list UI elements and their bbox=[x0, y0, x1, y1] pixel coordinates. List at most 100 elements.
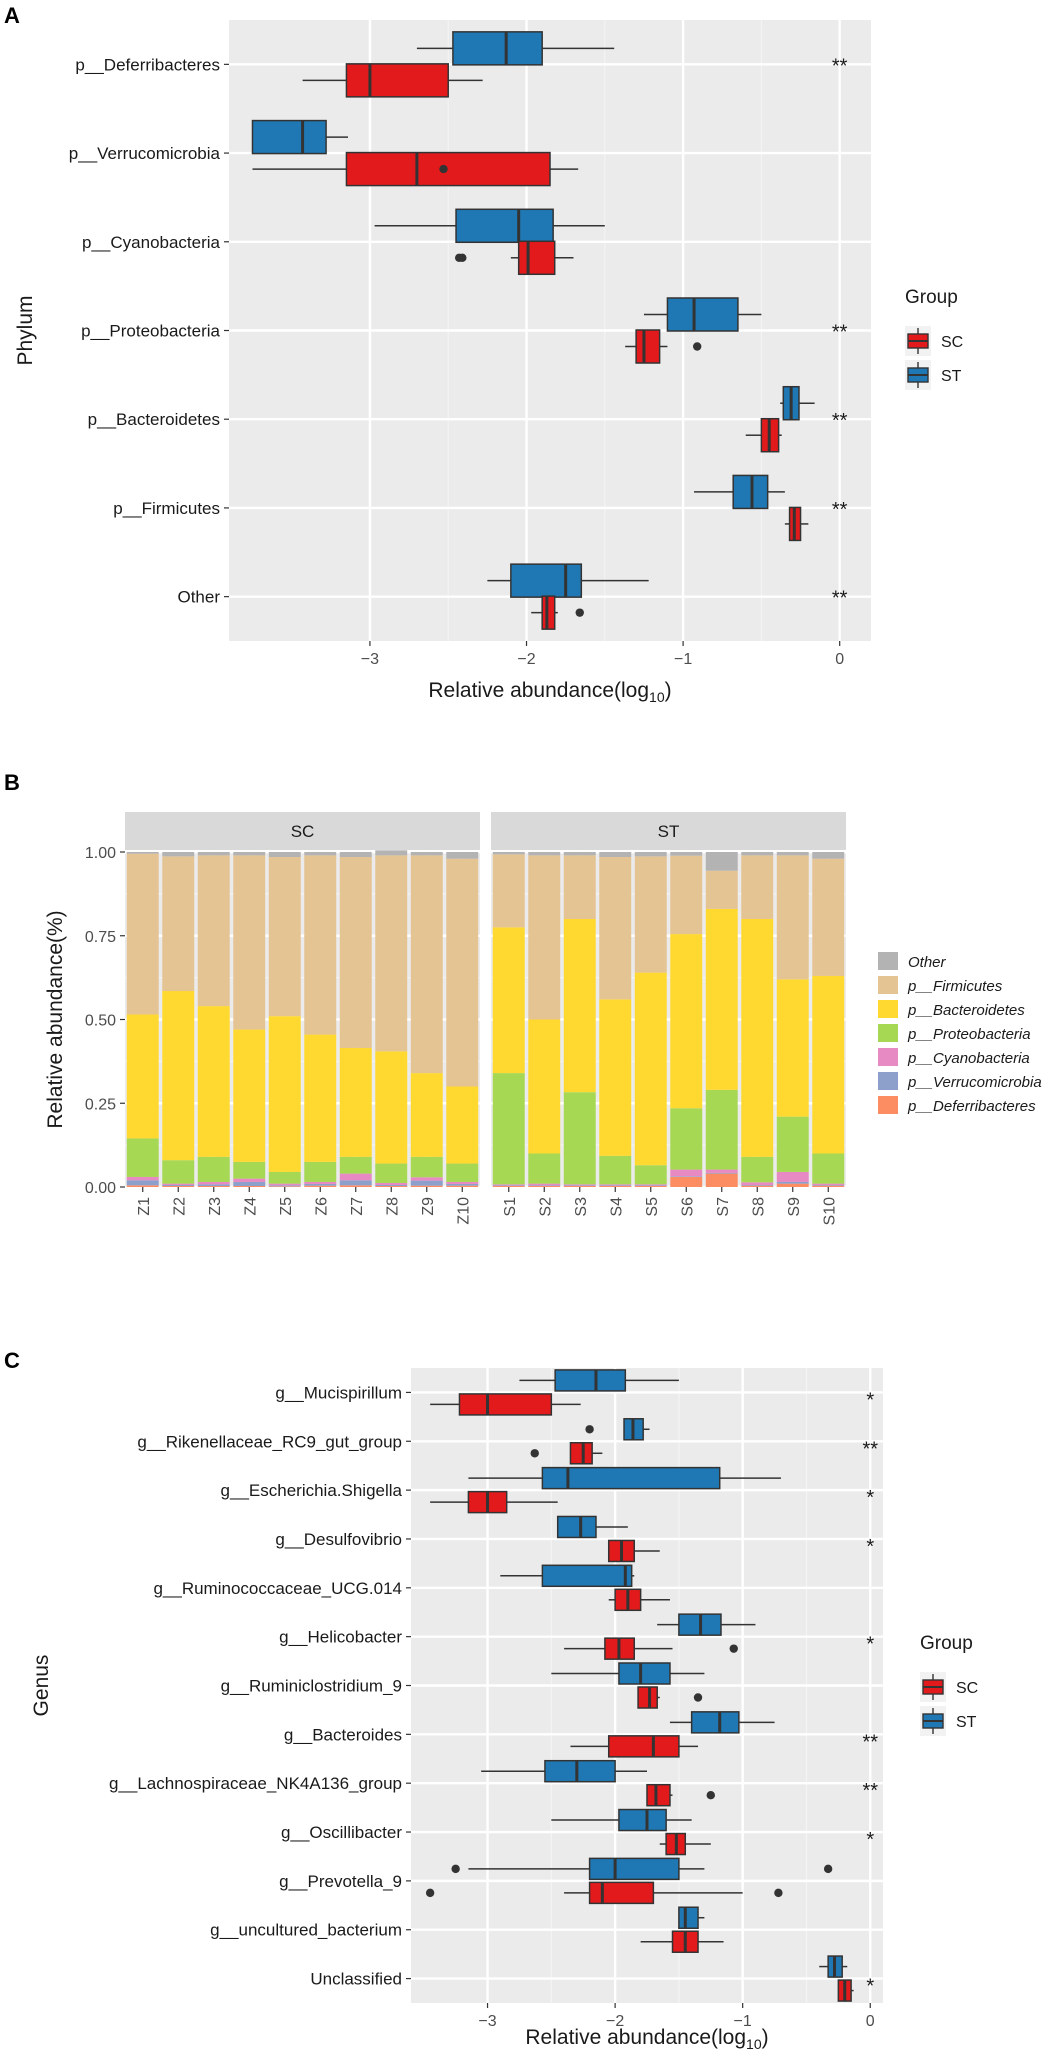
box-ST bbox=[551, 1662, 705, 1685]
category-label: g__Rikenellaceae_RC9_gut_group bbox=[137, 1432, 402, 1451]
bar-segment-p__Verrucomicrobia bbox=[304, 1183, 337, 1186]
bar-segment-p__Proteobacteria bbox=[375, 1163, 408, 1183]
category-label: p__Firmicutes bbox=[113, 499, 220, 518]
box-iqr bbox=[637, 1686, 658, 1709]
outlier-point bbox=[693, 1693, 703, 1702]
bar-segment-p__Firmicutes bbox=[670, 855, 703, 935]
bar-segment-p__Verrucomicrobia bbox=[162, 1184, 195, 1186]
category-label: Unclassified bbox=[310, 1970, 402, 1989]
legend-item-p__Verrucomicrobia: p__Verrucomicrobia bbox=[878, 1072, 1042, 1091]
box-ST bbox=[780, 385, 815, 421]
legend-label: p__Bacteroidetes bbox=[907, 1002, 1025, 1019]
bar-segment-p__Cyanobacteria bbox=[776, 1171, 809, 1182]
bar-segment-p__Bacteroidetes bbox=[492, 927, 525, 1074]
y-tick-label: 0.50 bbox=[85, 1013, 116, 1030]
significance-label: ** bbox=[862, 1780, 878, 1802]
bar-segment-Other bbox=[776, 852, 809, 856]
y-axis-title: Genus bbox=[30, 1655, 53, 1717]
bar-Z7 bbox=[339, 852, 372, 1187]
x-tick-label: Z9 bbox=[420, 1197, 437, 1216]
panel-B: B SC Z1 Z2 Z3 Z4 Z5 Z6 Z7 Z8 Z9 Z10 ST S1 S2 S3 S4 S5 S6 S7… bbox=[4, 770, 1042, 1225]
outlier-point bbox=[451, 1864, 460, 1874]
category-label: p__Proteobacteria bbox=[81, 322, 220, 341]
x-tick-label: −1 bbox=[674, 651, 692, 668]
box-iqr bbox=[541, 595, 556, 630]
category-g__Desulfovibrio: g__Desulfovibrio * bbox=[275, 1515, 874, 1563]
box-iqr bbox=[635, 329, 661, 364]
legend-swatch bbox=[878, 952, 898, 970]
bar-segment-p__Firmicutes bbox=[375, 855, 408, 1052]
bar-segment-p__Verrucomicrobia bbox=[233, 1181, 266, 1186]
box-ST bbox=[500, 1564, 635, 1588]
legend-item-p__Proteobacteria: p__Proteobacteria bbox=[878, 1024, 1031, 1043]
bar-segment-p__Proteobacteria bbox=[446, 1163, 479, 1182]
y-axis-title: Relative abundance(%) bbox=[44, 910, 67, 1128]
bar-segment-p__Cyanobacteria bbox=[197, 1181, 230, 1185]
bar-segment-p__Bacteroidetes bbox=[126, 1014, 159, 1139]
category-g__Helicobacter: g__Helicobacter * bbox=[279, 1613, 874, 1660]
bar-segment-p__Cyanobacteria bbox=[339, 1173, 372, 1181]
bar-segment-p__Verrucomicrobia bbox=[705, 1172, 738, 1174]
significance-label: ** bbox=[832, 55, 848, 77]
box-ST bbox=[585, 1418, 650, 1441]
legend: Other p__Firmicutes p__Bacteroidetes p__Pro… bbox=[878, 952, 1042, 1115]
legend: Group SC ST bbox=[905, 287, 963, 390]
legend-label: p__Verrucomicrobia bbox=[907, 1074, 1042, 1091]
legend-item-ST: ST bbox=[920, 1706, 977, 1736]
category-g__Escherichia.Shigella: g__Escherichia.Shigella * bbox=[221, 1466, 874, 1514]
bar-segment-Other bbox=[492, 852, 525, 855]
box-ST bbox=[468, 1466, 781, 1490]
bar-segment-p__Bacteroidetes bbox=[233, 1029, 266, 1162]
bar-segment-p__Cyanobacteria bbox=[233, 1178, 266, 1182]
category-g__Prevotella_9: g__Prevotella_9 bbox=[279, 1857, 833, 1905]
outlier-point bbox=[692, 342, 702, 351]
x-tick-label: S8 bbox=[750, 1197, 767, 1217]
bar-segment-Other bbox=[197, 852, 230, 856]
bar-segment-p__Deferribacteres bbox=[528, 1185, 561, 1187]
box-ST bbox=[374, 208, 605, 244]
bar-Z2 bbox=[162, 852, 195, 1187]
bar-segment-p__Proteobacteria bbox=[634, 1165, 667, 1185]
bar-segment-p__Bacteroidetes bbox=[197, 1006, 230, 1157]
legend-item-p__Bacteroidetes: p__Bacteroidetes bbox=[878, 1000, 1025, 1019]
bar-segment-p__Bacteroidetes bbox=[446, 1086, 479, 1164]
legend-label: p__Proteobacteria bbox=[907, 1026, 1031, 1043]
box-ST bbox=[519, 1369, 679, 1392]
category-Other: Other ** bbox=[177, 563, 848, 630]
box-ST bbox=[251, 119, 349, 155]
box-iqr bbox=[556, 1515, 597, 1539]
legend-swatch bbox=[878, 976, 898, 994]
y-tick-label: 0.75 bbox=[85, 929, 116, 946]
x-tick-label: S10 bbox=[821, 1197, 838, 1226]
category-label: g__Desulfovibrio bbox=[275, 1530, 402, 1549]
box-iqr bbox=[544, 1759, 616, 1783]
bar-segment-p__Cyanobacteria bbox=[812, 1183, 845, 1185]
x-tick-label: Z10 bbox=[455, 1197, 472, 1225]
bar-S6 bbox=[670, 852, 703, 1187]
category-p__Verrucomicrobia: p__Verrucomicrobia bbox=[69, 119, 579, 187]
y-tick-label: 1.00 bbox=[85, 845, 116, 862]
bar-segment-Other bbox=[528, 852, 561, 856]
bar-segment-p__Firmicutes bbox=[446, 858, 479, 1087]
box-SC bbox=[430, 1490, 558, 1514]
box-iqr bbox=[554, 1369, 627, 1392]
outlier-point bbox=[706, 1790, 715, 1800]
panel-label: C bbox=[4, 1348, 20, 1373]
bar-segment-p__Cyanobacteria bbox=[375, 1182, 408, 1185]
x-tick-label: Z6 bbox=[313, 1197, 330, 1216]
legend-title: Group bbox=[905, 287, 958, 308]
x-tick-label: Z1 bbox=[136, 1197, 153, 1216]
category-label: p__Verrucomicrobia bbox=[69, 144, 221, 163]
bar-S8 bbox=[741, 852, 774, 1187]
bar-segment-p__Bacteroidetes bbox=[599, 999, 632, 1156]
x-tick-label: S6 bbox=[679, 1197, 696, 1217]
box-iqr bbox=[666, 297, 739, 332]
x-tick-label: Z5 bbox=[278, 1197, 295, 1216]
bar-segment-p__Bacteroidetes bbox=[776, 979, 809, 1117]
bar-segment-p__Verrucomicrobia bbox=[268, 1185, 301, 1187]
bar-segment-p__Verrucomicrobia bbox=[812, 1184, 845, 1186]
box-ST bbox=[551, 1808, 692, 1832]
significance-label: ** bbox=[862, 1438, 878, 1460]
x-tick-label: −1 bbox=[734, 2013, 752, 2030]
